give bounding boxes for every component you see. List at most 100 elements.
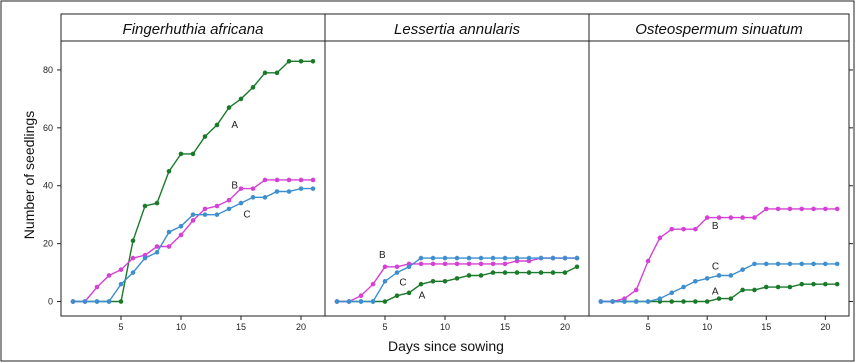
data-point-B — [238, 186, 244, 191]
data-point-C — [418, 255, 424, 261]
data-point-C — [286, 189, 292, 194]
data-point-B — [130, 255, 136, 261]
data-point-B — [502, 261, 508, 267]
data-point-B — [823, 206, 828, 212]
data-point-B — [716, 215, 722, 220]
data-point-A — [190, 151, 196, 157]
x-tick-label: 5 — [382, 322, 387, 332]
y-tick-label: 40 — [43, 181, 53, 191]
data-point-A — [142, 203, 148, 209]
data-point-A — [526, 270, 532, 275]
data-point-A — [310, 58, 316, 64]
data-point-A — [178, 151, 184, 157]
data-point-C — [799, 261, 805, 267]
data-point-B — [693, 226, 698, 232]
data-point-A — [238, 96, 244, 102]
data-point-A — [394, 293, 400, 299]
x-tick-label: 15 — [500, 322, 510, 332]
data-point-A — [716, 296, 722, 301]
data-point-C — [716, 273, 722, 278]
data-point-C — [610, 299, 615, 304]
panel-osteospermum-sinuatum: Osteospermum sinuatum 5 10 15 20 A B C — [588, 13, 850, 332]
data-point-C — [598, 299, 604, 304]
data-point-C — [430, 255, 436, 261]
x-tick-label: 20 — [296, 322, 306, 332]
data-point-B — [94, 284, 100, 290]
data-point-A — [574, 264, 580, 270]
x-tick-label: 5 — [118, 322, 123, 332]
x-tick-label: 15 — [236, 322, 246, 332]
data-point-B — [704, 215, 710, 220]
data-point-C — [118, 281, 124, 287]
data-point-C — [166, 229, 172, 235]
data-point-B — [358, 293, 364, 299]
data-point-C — [633, 299, 639, 304]
data-point-A — [562, 270, 568, 275]
data-point-C — [645, 299, 651, 304]
y-axis: 0 20 40 60 80 — [43, 65, 61, 307]
data-point-A — [202, 134, 208, 139]
data-point-C — [106, 299, 112, 304]
data-point-B — [250, 186, 256, 191]
data-point-B — [728, 215, 734, 220]
data-point-A — [752, 287, 757, 293]
data-point-C — [202, 212, 208, 217]
data-point-C — [574, 255, 580, 261]
panel-lessertia-annularis: Lessertia annularis 5 10 15 20 A B C — [324, 13, 590, 332]
x-axis-label: Days since sowing — [388, 338, 504, 354]
data-point-C — [823, 261, 828, 267]
data-point-C — [811, 261, 816, 267]
data-point-A — [704, 299, 710, 304]
data-point-C — [154, 250, 160, 255]
data-point-C — [274, 189, 280, 194]
panel-title: Lessertia annularis — [394, 21, 520, 38]
panel-title: Osteospermum sinuatum — [635, 21, 803, 38]
x-tick-label: 20 — [820, 322, 830, 332]
data-point-B — [202, 206, 208, 212]
data-point-A — [418, 281, 424, 287]
data-point-C — [82, 299, 88, 304]
data-point-C — [298, 186, 304, 191]
data-point-B — [752, 215, 757, 220]
panel-fingerhuthia-africana: Fingerhuthia africana 5 10 15 20 A B C — [60, 13, 326, 332]
data-point-B — [382, 264, 388, 270]
series-label-B: B — [231, 181, 238, 192]
data-point-A — [406, 290, 412, 296]
data-point-C — [346, 299, 352, 304]
data-point-A — [490, 270, 496, 275]
data-point-A — [514, 270, 520, 275]
data-point-C — [406, 264, 412, 270]
y-axis-label: Number of seedlings — [21, 111, 37, 239]
data-point-C — [562, 255, 568, 261]
data-point-C — [740, 267, 745, 272]
panel-title: Fingerhuthia africana — [123, 21, 264, 38]
data-point-C — [130, 270, 136, 275]
data-point-B — [775, 206, 781, 212]
data-point-A — [538, 270, 544, 275]
series-label-B: B — [379, 250, 386, 261]
data-point-B — [298, 177, 304, 183]
data-point-A — [478, 273, 484, 278]
data-point-A — [214, 122, 220, 128]
data-point-B — [787, 206, 793, 212]
data-point-B — [811, 206, 816, 212]
data-point-A — [382, 299, 388, 304]
y-tick-label: 80 — [43, 65, 53, 75]
data-point-B — [799, 206, 805, 212]
series-label-B: B — [712, 221, 719, 232]
data-point-B — [226, 197, 232, 203]
data-point-A — [430, 278, 436, 284]
data-point-C — [763, 261, 769, 267]
data-point-B — [274, 177, 280, 183]
data-point-A — [286, 58, 292, 64]
data-point-C — [262, 195, 268, 200]
data-point-B — [370, 281, 376, 287]
data-point-B — [430, 261, 436, 267]
data-point-A — [740, 287, 745, 293]
data-point-C — [226, 206, 232, 212]
data-point-B — [118, 267, 124, 272]
series-label-C: C — [399, 278, 406, 289]
data-point-C — [178, 223, 184, 229]
